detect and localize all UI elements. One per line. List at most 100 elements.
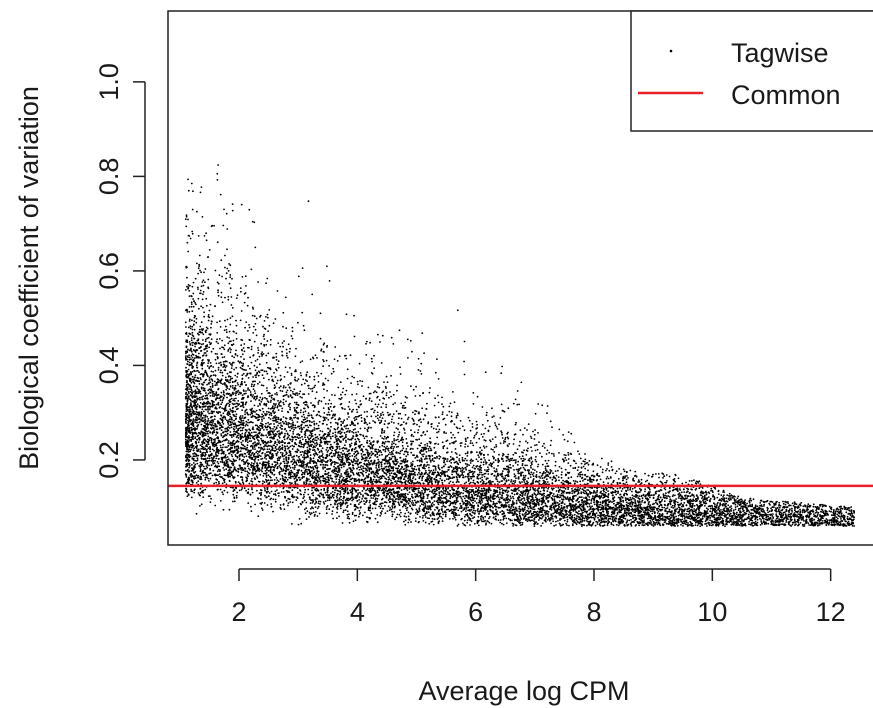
tagwise-point (212, 462, 215, 465)
tagwise-point (418, 438, 421, 441)
tagwise-point (384, 420, 387, 422)
tagwise-point (394, 500, 397, 503)
tagwise-point (625, 471, 628, 474)
tagwise-point (211, 395, 214, 397)
tagwise-point (188, 392, 190, 394)
tagwise-point (466, 463, 469, 466)
tagwise-point (237, 467, 239, 470)
tagwise-point (217, 294, 220, 297)
tagwise-point (675, 498, 677, 500)
tagwise-point (449, 442, 451, 445)
tagwise-point (294, 370, 296, 373)
tagwise-point (295, 443, 298, 446)
tagwise-point (580, 491, 583, 493)
tagwise-point (575, 494, 577, 497)
tagwise-point (217, 164, 220, 166)
tagwise-point (412, 418, 415, 421)
tagwise-point (379, 514, 382, 517)
tagwise-point (415, 493, 418, 496)
tagwise-point (656, 498, 658, 501)
tagwise-point (191, 408, 194, 411)
tagwise-point (500, 403, 503, 406)
tagwise-point (784, 503, 787, 506)
tagwise-point (229, 323, 232, 326)
tagwise-point (223, 469, 226, 471)
tagwise-point (371, 360, 373, 363)
tagwise-point (315, 487, 318, 490)
tagwise-point (315, 427, 318, 430)
tagwise-point (399, 412, 402, 415)
tagwise-point (313, 386, 316, 389)
tagwise-point (247, 421, 249, 424)
tagwise-point (253, 364, 256, 367)
tagwise-point (278, 473, 281, 476)
tagwise-point (689, 498, 692, 501)
tagwise-point (499, 488, 501, 491)
tagwise-point (580, 462, 583, 465)
tagwise-point (593, 501, 595, 504)
tagwise-point (694, 500, 697, 503)
tagwise-point (453, 436, 456, 439)
tagwise-point (310, 507, 312, 510)
tagwise-point (432, 496, 434, 499)
tagwise-point (285, 400, 287, 403)
tagwise-point (448, 410, 451, 413)
tagwise-point (207, 477, 210, 480)
tagwise-point (385, 474, 388, 476)
tagwise-point (635, 510, 638, 512)
tagwise-point (242, 372, 245, 375)
tagwise-point (499, 521, 502, 524)
tagwise-point (267, 316, 269, 319)
tagwise-point (202, 293, 204, 296)
tagwise-point (341, 457, 344, 460)
tagwise-point (368, 501, 371, 504)
tagwise-point (634, 470, 637, 473)
tagwise-point (478, 437, 481, 440)
tagwise-point (315, 422, 318, 425)
tagwise-point (241, 353, 244, 356)
tagwise-point (746, 502, 748, 505)
tagwise-point (821, 520, 824, 522)
tagwise-point (455, 472, 458, 475)
tagwise-point (650, 494, 653, 497)
tagwise-point (209, 445, 211, 448)
tagwise-point (469, 462, 472, 464)
tagwise-point (231, 436, 233, 438)
tagwise-point (378, 386, 381, 389)
tagwise-point (534, 490, 537, 492)
tagwise-point (333, 465, 335, 468)
tagwise-point (751, 524, 754, 527)
tagwise-point (234, 403, 236, 405)
tagwise-point (458, 459, 461, 462)
tagwise-point (199, 491, 202, 494)
tagwise-point (382, 402, 384, 405)
tagwise-point (322, 466, 324, 469)
tagwise-point (571, 490, 573, 492)
tagwise-point (650, 506, 653, 509)
tagwise-point (315, 391, 318, 394)
tagwise-point (384, 477, 386, 480)
tagwise-point (677, 477, 680, 480)
tagwise-point (326, 455, 329, 458)
tagwise-point (307, 466, 310, 468)
tagwise-point (319, 492, 321, 495)
tagwise-point (516, 403, 519, 406)
tagwise-point (356, 467, 358, 470)
tagwise-point (469, 459, 472, 462)
tagwise-point (662, 493, 665, 496)
tagwise-point (482, 463, 485, 466)
tagwise-point (246, 446, 249, 449)
tagwise-point (461, 425, 464, 428)
tagwise-point (558, 479, 560, 482)
tagwise-point (418, 425, 421, 428)
tagwise-point (327, 449, 330, 452)
tagwise-point (424, 433, 427, 436)
tagwise-point (457, 509, 460, 512)
tagwise-point (434, 371, 437, 374)
tagwise-point (249, 437, 252, 440)
tagwise-point (588, 496, 591, 498)
tagwise-point (317, 381, 320, 383)
tagwise-point (501, 454, 504, 457)
tagwise-point (365, 489, 367, 492)
tagwise-point (185, 289, 187, 291)
